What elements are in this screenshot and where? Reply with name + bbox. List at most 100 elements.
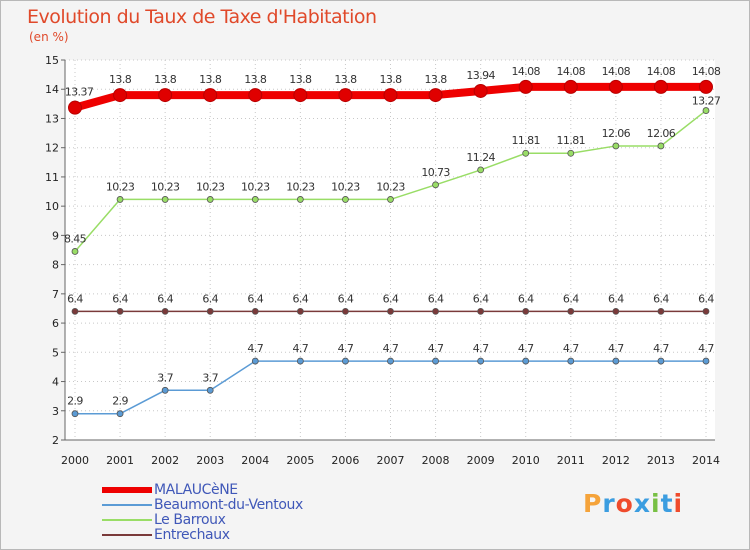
data-point-le-barroux xyxy=(522,149,530,157)
data-point-le-barroux xyxy=(296,196,304,203)
data-point-entrechaux xyxy=(342,307,349,315)
data-point-beaumont-du-ventoux xyxy=(567,357,575,365)
data-label-le-barroux: 10.73 xyxy=(421,166,450,179)
logo-letter: x xyxy=(633,489,651,518)
data-label-malauc-ne: 13.8 xyxy=(334,73,357,86)
data-label-le-barroux: 10.23 xyxy=(376,180,405,193)
data-point-malauc-ne xyxy=(699,79,713,94)
data-point-malauc-ne xyxy=(158,88,173,103)
y-tick-label: 15 xyxy=(45,54,59,67)
data-label-malauc-ne: 13.8 xyxy=(199,73,222,86)
data-label-malauc-ne: 14.08 xyxy=(557,65,586,78)
data-point-beaumont-du-ventoux xyxy=(206,386,214,394)
x-tick-label: 2005 xyxy=(286,454,314,467)
data-label-le-barroux: 10.23 xyxy=(286,180,315,193)
data-point-entrechaux xyxy=(657,307,665,315)
x-tick-label: 2010 xyxy=(512,454,540,467)
data-point-malauc-ne xyxy=(653,79,668,94)
x-tick-label: 2004 xyxy=(241,454,269,467)
data-label-beaumont-du-ventoux: 4.7 xyxy=(518,342,534,355)
data-point-le-barroux xyxy=(71,248,79,255)
data-label-entrechaux: 6.4 xyxy=(428,292,444,305)
data-label-beaumont-du-ventoux: 4.7 xyxy=(653,342,669,355)
legend-label-beaumont: Beaumont-du-Ventoux xyxy=(154,497,303,513)
data-point-beaumont-du-ventoux xyxy=(702,357,710,365)
data-point-entrechaux xyxy=(206,307,214,315)
data-point-malauc-ne xyxy=(608,79,623,94)
data-point-beaumont-du-ventoux xyxy=(296,357,304,365)
y-tick-label: 3 xyxy=(52,405,59,418)
data-label-malauc-ne: 13.8 xyxy=(289,73,312,86)
logo-letter: i xyxy=(673,489,684,518)
data-label-beaumont-du-ventoux: 4.7 xyxy=(338,342,354,355)
data-label-malauc-ne: 13.8 xyxy=(244,73,267,86)
data-point-entrechaux xyxy=(296,307,304,315)
proxiti-logo: Proxiti xyxy=(583,489,683,518)
data-label-entrechaux: 6.4 xyxy=(473,292,489,305)
data-label-le-barroux: 10.23 xyxy=(241,180,270,193)
data-point-beaumont-du-ventoux xyxy=(161,386,169,394)
data-label-le-barroux: 12.06 xyxy=(647,127,676,140)
data-point-beaumont-du-ventoux xyxy=(657,357,665,365)
data-label-entrechaux: 6.4 xyxy=(247,292,263,305)
x-tick-label: 2000 xyxy=(61,454,89,467)
data-point-le-barroux xyxy=(567,149,575,157)
data-point-malauc-ne xyxy=(338,88,353,103)
data-label-malauc-ne: 13.8 xyxy=(379,73,402,86)
data-point-malauc-ne xyxy=(113,88,128,103)
y-tick-label: 4 xyxy=(52,376,59,389)
x-tick-label: 2007 xyxy=(377,454,405,467)
data-label-malauc-ne: 13.8 xyxy=(425,73,448,86)
data-label-beaumont-du-ventoux: 4.7 xyxy=(473,342,489,355)
y-tick-label: 9 xyxy=(52,229,59,242)
data-point-le-barroux xyxy=(477,166,485,174)
data-label-malauc-ne: 14.08 xyxy=(647,65,676,78)
x-tick-label: 2006 xyxy=(331,454,359,467)
data-point-le-barroux xyxy=(342,196,349,203)
y-tick-label: 5 xyxy=(52,346,59,359)
logo-letter: i xyxy=(651,489,661,518)
data-point-le-barroux xyxy=(432,181,439,189)
data-point-beaumont-du-ventoux xyxy=(477,357,485,365)
x-tick-label: 2008 xyxy=(422,454,450,467)
data-point-malauc-ne xyxy=(563,79,578,94)
data-point-le-barroux xyxy=(116,196,124,203)
data-point-entrechaux xyxy=(161,307,169,315)
data-label-entrechaux: 6.4 xyxy=(338,292,354,305)
data-point-beaumont-du-ventoux xyxy=(116,410,124,418)
data-point-entrechaux xyxy=(71,307,79,315)
logo-letter: r xyxy=(602,489,616,518)
data-point-le-barroux xyxy=(161,196,169,203)
data-point-beaumont-du-ventoux xyxy=(251,357,259,365)
data-label-beaumont-du-ventoux: 4.7 xyxy=(563,342,579,355)
data-label-malauc-ne: 13.37 xyxy=(65,86,94,99)
data-point-malauc-ne xyxy=(473,83,488,98)
y-tick-label: 10 xyxy=(45,200,59,213)
data-point-entrechaux xyxy=(387,307,394,315)
legend-swatch-entrechaux xyxy=(102,534,152,536)
data-label-entrechaux: 6.4 xyxy=(112,292,128,305)
data-label-le-barroux: 10.23 xyxy=(196,180,225,193)
data-label-entrechaux: 6.4 xyxy=(563,292,579,305)
data-point-entrechaux xyxy=(432,307,439,315)
data-point-entrechaux xyxy=(522,307,530,315)
data-label-beaumont-du-ventoux: 3.7 xyxy=(202,371,218,384)
data-label-le-barroux: 10.23 xyxy=(151,180,180,193)
data-label-malauc-ne: 13.94 xyxy=(466,69,495,82)
legend-swatch-le-barroux xyxy=(102,519,152,521)
data-point-beaumont-du-ventoux xyxy=(342,357,349,365)
x-tick-label: 2013 xyxy=(647,454,675,467)
x-tick-label: 2012 xyxy=(602,454,630,467)
x-tick-label: 2002 xyxy=(151,454,179,467)
data-point-beaumont-du-ventoux xyxy=(71,410,79,418)
data-point-le-barroux xyxy=(387,196,394,203)
data-label-le-barroux: 12.06 xyxy=(602,127,631,140)
data-label-le-barroux: 11.81 xyxy=(511,134,540,147)
x-tick-label: 2001 xyxy=(106,454,134,467)
data-label-entrechaux: 6.4 xyxy=(698,292,714,305)
data-point-beaumont-du-ventoux xyxy=(522,357,530,365)
data-label-entrechaux: 6.4 xyxy=(518,292,534,305)
y-tick-label: 13 xyxy=(45,112,59,125)
data-point-entrechaux xyxy=(702,307,710,315)
data-point-le-barroux xyxy=(612,142,620,150)
